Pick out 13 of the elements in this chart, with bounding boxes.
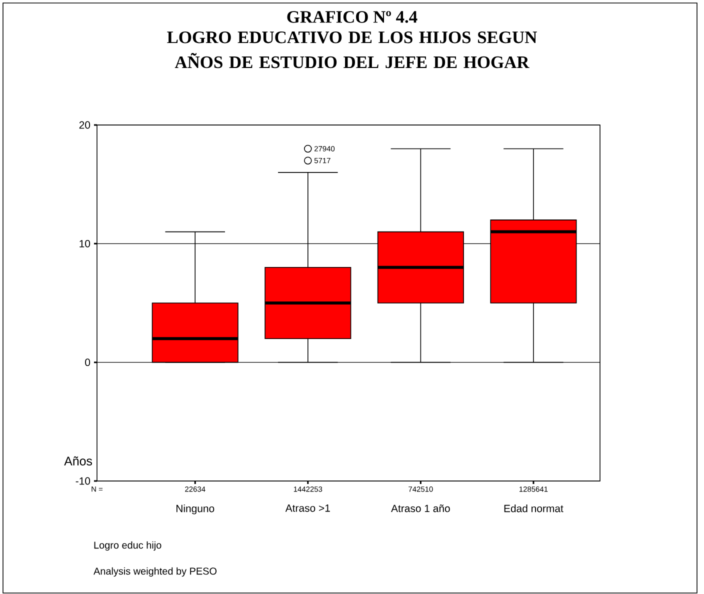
y-tick-label: 0 <box>85 358 90 366</box>
x-tick-label: Ninguno <box>176 504 214 514</box>
chart-subtitle: LOGRO EDUCATIVO DE LOS HIJOS SEGUN AÑOS DE ESTUDIO DEL JEFE DE HOGAR <box>167 32 537 68</box>
y-tick-label: -10 <box>76 477 90 485</box>
y-axis-title: Años <box>64 456 92 466</box>
chart-title: GRAFICO Nº 4.4 <box>287 11 418 23</box>
text: Logro educ hijo <box>94 541 162 551</box>
x-tick-label: Atraso >1 <box>285 504 330 512</box>
x-tick-label: Edad normat <box>504 504 564 512</box>
x-tick-label: Atraso 1 año <box>391 504 450 512</box>
y-tick-label: 20 <box>79 121 90 129</box>
y-tick-label: 10 <box>80 240 90 248</box>
text: Analysis weighted by PESO <box>94 567 217 577</box>
